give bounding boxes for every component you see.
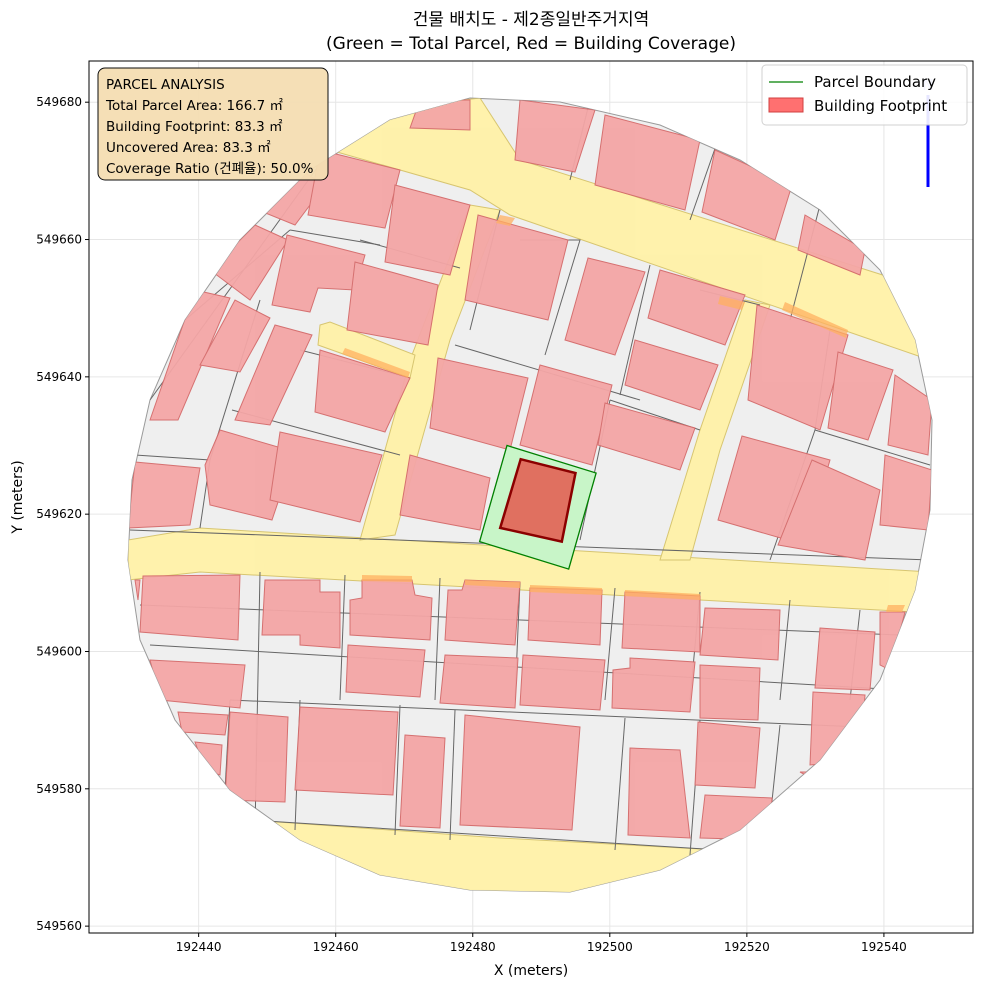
info-building-footprint: Building Footprint: 83.3 ㎡ bbox=[106, 119, 283, 135]
y-axis-ticks: 549680 549660 549640 549620 549600 549580 5495… bbox=[36, 95, 89, 933]
legend-background bbox=[761, 64, 968, 126]
chart-title-line2: (Green = Total Parcel, Red = Building Co… bbox=[326, 34, 736, 54]
x-tick-label: 192500 bbox=[587, 940, 633, 954]
y-tick-label: 549600 bbox=[36, 644, 82, 658]
chart-title-line1: 건물 배치도 - 제2종일반주거지역 bbox=[413, 10, 649, 30]
x-tick-label: 192520 bbox=[724, 940, 770, 954]
info-heading: PARCEL ANALYSIS bbox=[106, 77, 225, 93]
y-tick-label: 549620 bbox=[36, 507, 82, 521]
parcel-analysis-box: PARCEL ANALYSIS Total Parcel Area: 166.7… bbox=[97, 67, 329, 181]
info-uncovered-area: Uncovered Area: 83.3 ㎡ bbox=[106, 140, 271, 156]
y-tick-label: 549680 bbox=[36, 95, 82, 109]
building-road-overlaps bbox=[342, 215, 905, 612]
y-tick-label: 549640 bbox=[36, 370, 82, 384]
x-tick-label: 192440 bbox=[176, 940, 222, 954]
legend-building-footprint: Building Footprint bbox=[814, 97, 947, 115]
axes-frame bbox=[88, 60, 974, 934]
roads bbox=[128, 98, 931, 892]
info-total-area: Total Parcel Area: 166.7 ㎡ bbox=[105, 98, 283, 114]
x-tick-label: 192540 bbox=[861, 940, 907, 954]
x-tick-label: 192460 bbox=[313, 940, 359, 954]
legend-footprint-swatch-icon bbox=[768, 97, 804, 113]
legend: Parcel Boundary Building Footprint bbox=[761, 64, 968, 126]
x-axis-ticks: 192440 192460 192480 192500 192520 192540 bbox=[176, 933, 907, 954]
info-box-background bbox=[97, 67, 329, 181]
x-tick-label: 192480 bbox=[450, 940, 496, 954]
road-spur bbox=[317, 321, 416, 379]
x-axis-label: X (meters) bbox=[494, 963, 568, 979]
y-axis-label: Y (meters) bbox=[10, 460, 26, 534]
legend-parcel-boundary: Parcel Boundary bbox=[814, 73, 936, 91]
context-buildings bbox=[128, 99, 932, 841]
info-coverage-ratio: Coverage Ratio (건폐율): 50.0% bbox=[106, 161, 314, 177]
y-tick-label: 549660 bbox=[36, 233, 82, 247]
subject-building-footprint[interactable] bbox=[498, 457, 577, 544]
y-tick-label: 549580 bbox=[36, 782, 82, 796]
y-tick-label: 549560 bbox=[36, 919, 82, 933]
